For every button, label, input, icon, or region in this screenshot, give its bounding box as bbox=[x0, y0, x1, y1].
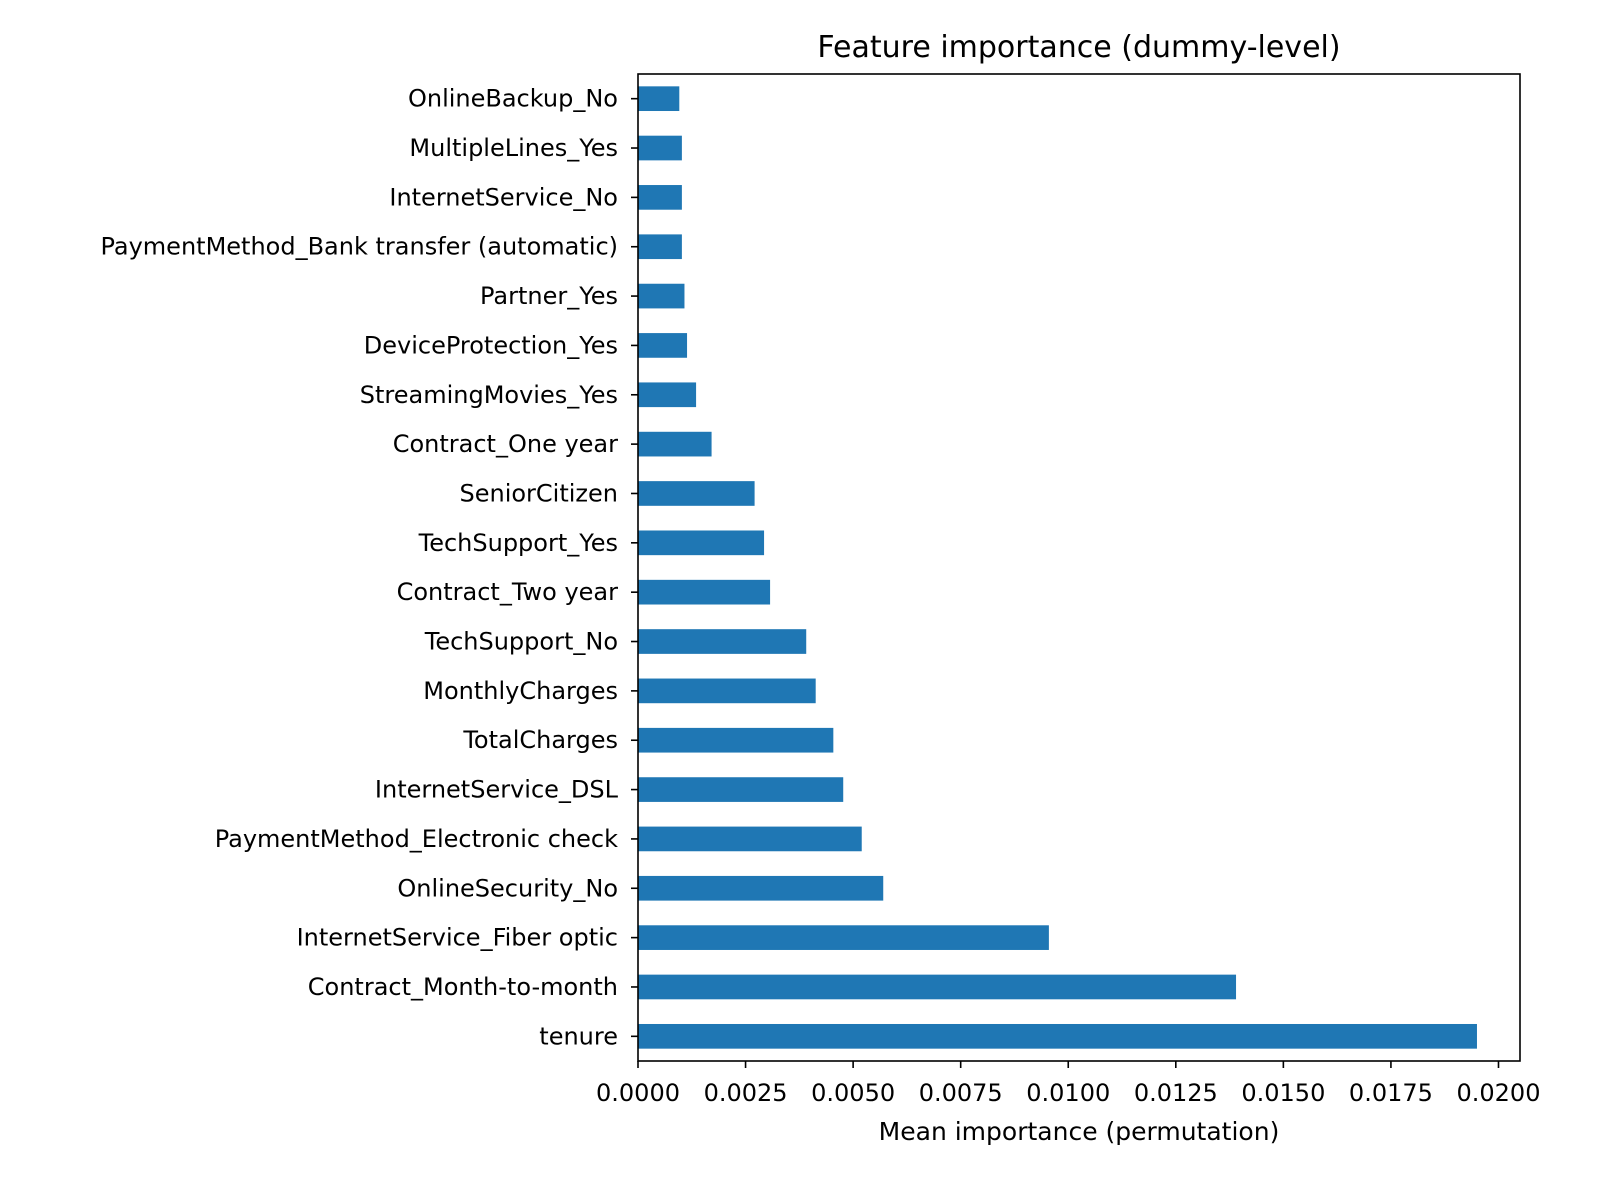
category-label-10: TechSupport_Yes bbox=[418, 529, 618, 557]
category-labels-group: tenure Contract_Month-to-month InternetSer… bbox=[101, 85, 638, 1050]
bars-group bbox=[638, 86, 1477, 1049]
category-label-8: TechSupport_No bbox=[424, 628, 618, 656]
bar-15 bbox=[638, 283, 685, 309]
category-label-4: PaymentMethod_Electronic check bbox=[215, 825, 618, 853]
bar-14 bbox=[638, 333, 688, 358]
category-label-1: Contract_Month-to-month bbox=[308, 973, 618, 1001]
x-tick-label-3: 0.0075 bbox=[919, 1079, 1003, 1107]
category-label-6: TotalCharges bbox=[462, 726, 618, 754]
category-label-7: MonthlyCharges bbox=[423, 677, 618, 705]
x-axis-label: Mean importance (permutation) bbox=[879, 1117, 1280, 1146]
x-tick-label-2: 0.0050 bbox=[811, 1079, 895, 1107]
bar-10 bbox=[638, 530, 765, 556]
bar-13 bbox=[638, 382, 697, 408]
bar-5 bbox=[638, 777, 844, 802]
category-label-18: MultipleLines_Yes bbox=[409, 134, 618, 162]
bar-18 bbox=[638, 135, 682, 161]
bar-12 bbox=[638, 431, 712, 457]
category-label-3: OnlineSecurity_No bbox=[397, 874, 618, 902]
category-label-0: tenure bbox=[539, 1022, 618, 1050]
category-label-16: PaymentMethod_Bank transfer (automatic) bbox=[101, 233, 619, 261]
category-label-15: Partner_Yes bbox=[480, 282, 618, 310]
x-tick-label-1: 0.0025 bbox=[704, 1079, 788, 1107]
x-tick-label-6: 0.0150 bbox=[1241, 1079, 1325, 1107]
bar-9 bbox=[638, 579, 771, 605]
bar-3 bbox=[638, 875, 884, 901]
x-tick-label-5: 0.0125 bbox=[1134, 1079, 1218, 1107]
bar-4 bbox=[638, 826, 862, 852]
category-label-11: SeniorCitizen bbox=[459, 479, 618, 507]
x-tick-label-4: 0.0100 bbox=[1026, 1079, 1110, 1107]
bar-1 bbox=[638, 974, 1237, 1000]
bar-8 bbox=[638, 629, 807, 654]
category-label-12: Contract_One year bbox=[393, 430, 618, 458]
category-label-17: InternetService_No bbox=[389, 183, 618, 211]
category-label-19: OnlineBackup_No bbox=[408, 85, 618, 113]
x-tick-label-8: 0.0200 bbox=[1456, 1079, 1540, 1107]
bar-16 bbox=[638, 234, 682, 260]
plot-frame bbox=[637, 73, 1521, 1062]
category-label-2: InternetService_Fiber optic bbox=[297, 924, 618, 952]
x-ticks-group: 0.0000 0.0025 0.0050 0.0075 0.0100 0.0125 0.01… bbox=[596, 1061, 1540, 1107]
category-label-9: Contract_Two year bbox=[397, 578, 619, 606]
x-tick-label-7: 0.0175 bbox=[1349, 1079, 1433, 1107]
bar-0 bbox=[638, 1023, 1477, 1049]
category-label-13: StreamingMovies_Yes bbox=[360, 381, 618, 409]
category-label-5: InternetService_DSL bbox=[375, 776, 619, 804]
chart-title: Feature importance (dummy-level) bbox=[817, 30, 1340, 65]
bar-11 bbox=[638, 481, 755, 506]
bar-7 bbox=[638, 678, 816, 704]
category-label-14: DeviceProtection_Yes bbox=[364, 331, 618, 359]
bar-2 bbox=[638, 925, 1049, 950]
x-tick-label-0: 0.0000 bbox=[596, 1079, 680, 1107]
bar-6 bbox=[638, 727, 834, 753]
bar-19 bbox=[638, 86, 680, 112]
bar-17 bbox=[638, 185, 682, 210]
